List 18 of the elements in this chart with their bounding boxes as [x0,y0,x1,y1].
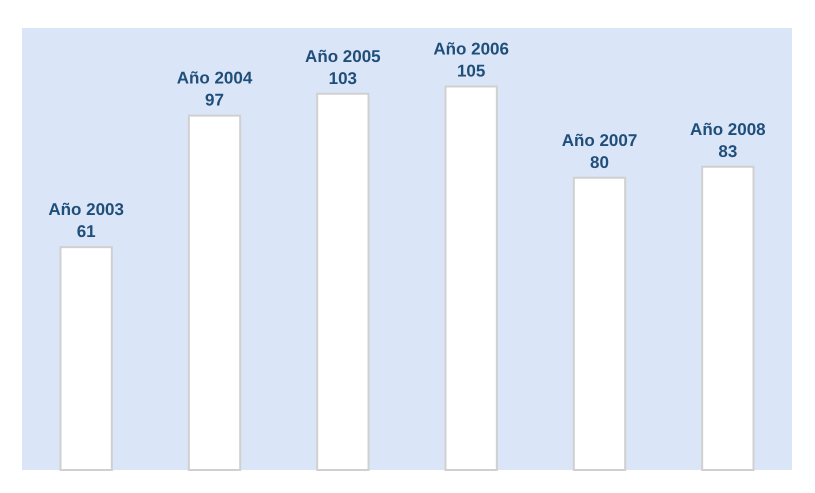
bar [316,92,370,471]
bar [444,85,498,471]
data-label: 105 [456,61,486,80]
bar [572,176,626,471]
x-tick-label: Año 2004 [176,68,253,88]
data-label: 61 [76,222,96,242]
data-label: 103 [328,68,358,88]
x-tick-label: Año 2003 [48,200,124,220]
data-label: 97 [205,90,224,110]
data-label: 80 [590,152,609,172]
bar [60,246,113,471]
bar [701,166,754,471]
bar [188,114,242,471]
x-tick-label: Año 2005 [305,46,381,66]
x-tick-label: Año 2008 [690,120,766,139]
data-label: 83 [718,142,738,161]
x-tick-label: Año 2007 [562,130,638,150]
x-tick-label: Año 2006 [433,39,509,58]
